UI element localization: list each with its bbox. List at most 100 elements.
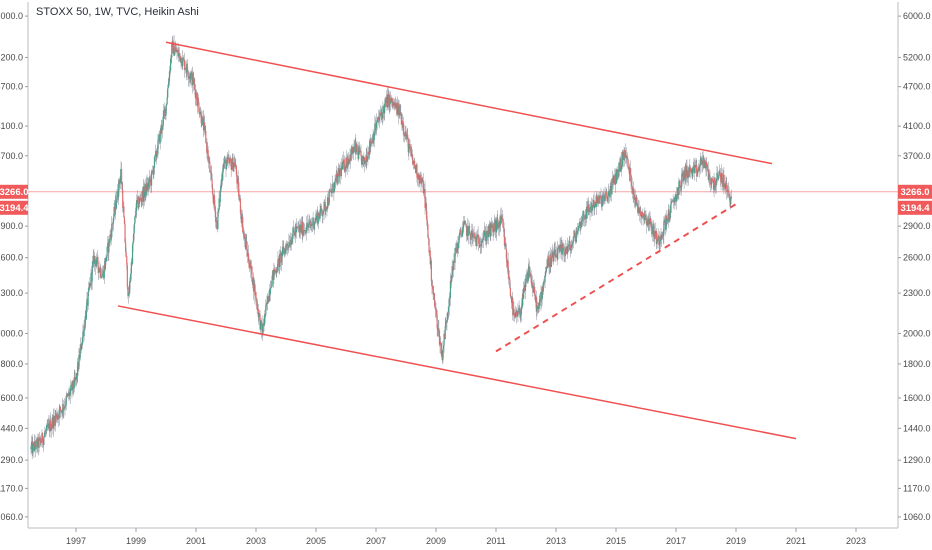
candle-body	[527, 271, 529, 281]
candle-body	[715, 185, 717, 187]
candle-body	[367, 151, 370, 155]
candle-body	[116, 191, 119, 198]
candle-body	[92, 262, 94, 266]
candle-body	[491, 226, 493, 229]
candle-body	[186, 63, 188, 72]
y-tick-label-left: 4700.0	[0, 82, 23, 92]
candle-body	[446, 312, 449, 321]
candle-body	[460, 230, 462, 234]
candle-body	[386, 94, 389, 108]
candle-body	[360, 151, 362, 156]
candle-body	[45, 430, 47, 433]
candle-body	[192, 73, 194, 84]
candle-body	[30, 446, 32, 450]
candle-body	[315, 215, 318, 221]
candle-body	[427, 237, 430, 239]
candle-body	[577, 226, 580, 231]
rising-support-line[interactable]	[495, 203, 737, 353]
candle-body	[179, 53, 181, 56]
candle-body	[596, 198, 599, 204]
y-tick-label-left: 1060.0	[0, 512, 23, 522]
candle-body	[96, 256, 98, 264]
candle-body	[356, 151, 359, 153]
candle-body	[605, 193, 607, 195]
candle-body	[583, 217, 585, 219]
candle-body	[399, 105, 401, 116]
candle-body	[333, 181, 336, 192]
candle-body	[333, 191, 335, 193]
candle-body	[54, 415, 56, 426]
candle-body	[79, 350, 81, 360]
candle-body	[280, 252, 282, 263]
candle-body	[507, 260, 509, 275]
candle-body	[705, 161, 708, 168]
candle-body	[474, 234, 476, 239]
x-tick-label: 2023	[846, 536, 866, 546]
candle-body	[187, 71, 189, 76]
candle-body	[651, 232, 653, 235]
candle-body	[108, 238, 110, 253]
y-tick-label-left: 1800.0	[0, 359, 23, 369]
candle-body	[130, 261, 132, 274]
candle-body	[670, 204, 672, 214]
lower-support-line[interactable]	[117, 305, 797, 440]
candle-body	[246, 241, 248, 250]
candle-body	[231, 165, 233, 170]
candle-body	[714, 178, 716, 185]
x-tick-label: 1999	[126, 536, 146, 546]
candle-body	[230, 158, 232, 162]
x-tick-label: 2009	[426, 536, 446, 546]
upper-resistance-line[interactable]	[165, 41, 773, 165]
candle-body	[276, 270, 278, 272]
candle-body	[483, 230, 486, 237]
y-tick-label-right: 1290.0	[903, 455, 931, 465]
candle-body	[327, 197, 329, 206]
candle-body	[219, 190, 221, 203]
candle-body	[478, 237, 480, 244]
candle-body	[502, 227, 505, 229]
candle-body	[163, 111, 165, 117]
candle-body	[115, 202, 117, 209]
candle-body	[322, 213, 324, 216]
candle-body	[444, 326, 446, 339]
candle-body	[426, 211, 428, 221]
candle-body	[73, 377, 75, 389]
candle-body	[546, 266, 548, 268]
candle-body	[190, 74, 192, 80]
y-tick-label-right: 6000.0	[903, 11, 931, 21]
candle-body	[291, 237, 293, 243]
candle-body	[431, 280, 433, 286]
candle-body	[502, 218, 504, 228]
y-tick-label-left: 4100.0	[0, 121, 23, 131]
y-tick-label-left: 1170.0	[0, 483, 23, 493]
candle-body	[536, 305, 538, 312]
trendlines-group[interactable]	[117, 41, 797, 440]
candle-body	[262, 323, 264, 336]
y-tick-label-right: 1600.0	[903, 393, 931, 403]
candle-body	[214, 206, 216, 212]
candle-body	[118, 180, 120, 185]
y-tick-label-left: 2300.0	[0, 288, 23, 298]
candle-body	[601, 197, 603, 207]
candle-body	[442, 349, 444, 361]
candle-body	[523, 287, 525, 299]
candle-body	[446, 320, 448, 323]
y-tick-label-right: 2900.0	[903, 221, 931, 231]
candle-body	[717, 178, 719, 180]
candle-body	[726, 190, 728, 192]
candle-body	[658, 236, 660, 246]
candle-body	[521, 293, 524, 307]
candle-body	[457, 242, 460, 249]
candle-body	[473, 233, 475, 235]
candle-body	[377, 117, 379, 121]
candle-body	[452, 261, 454, 271]
candle-body	[557, 249, 559, 260]
candle-body	[675, 194, 678, 202]
candle-body	[378, 117, 381, 121]
candle-body	[367, 151, 369, 161]
candle-body	[47, 424, 49, 428]
candle-body	[119, 183, 121, 185]
candle-body	[305, 230, 307, 234]
candle-body	[534, 287, 536, 295]
